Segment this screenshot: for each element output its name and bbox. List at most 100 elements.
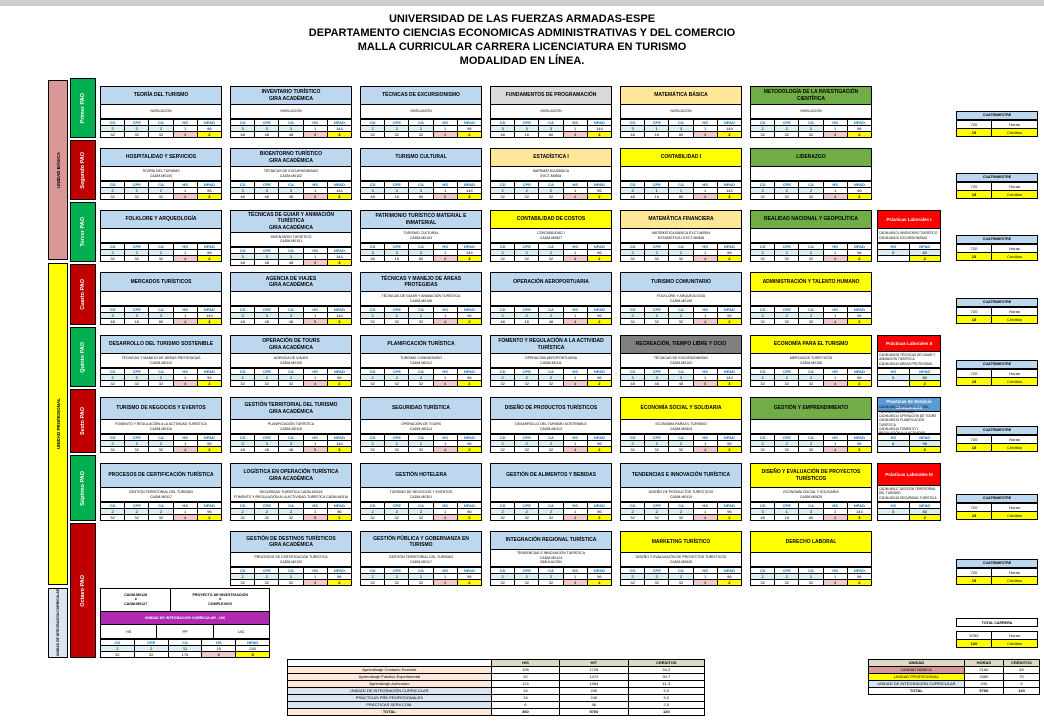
course-card[interactable]: CADM-M0634GESTIÓN Y EMPRENDIMIENTOCDCPEC… [749, 389, 873, 453]
practice-card[interactable]: CADM-E0103Practicas de Servicio Comunita… [877, 389, 941, 453]
course-card[interactable]: CADM-M0120PROCESOS DE CERTIFICACIÓN TURÍ… [99, 455, 223, 521]
course-card[interactable]: CADM-M0301TURISMO DE NEGOCIOS Y EVENTOSF… [99, 389, 223, 453]
course-card[interactable]: CADM-M0105FOLKLORE Y ARQUEOLOGÍA CDCPECAH… [99, 202, 223, 262]
unit-bar-2: UNIDAD DE INTEGRACIÓN CURRICULAR [48, 588, 68, 658]
uic-header-row: CADM-M0128 o CADM-M0127 PROYECTO DE INVES… [100, 588, 270, 612]
hours-cell: 2 [716, 579, 743, 586]
course-card[interactable]: CADM-M0110TÉCNICAS Y MANEJO DE ÁREAS PRO… [359, 264, 483, 325]
course-title: TURISMO CULTURAL [360, 148, 482, 167]
hours-cell: 32 [774, 318, 800, 325]
hours-cell: 5 [432, 193, 458, 200]
course-card[interactable]: CADM-M0602CONTABILIDAD DE COSTOSCONTABIL… [489, 202, 613, 262]
hours-value-row: 2 2 2 1 96 [229, 573, 353, 580]
course-card[interactable]: CADM-M0104TURISMO CULTURAL CDCPECAHSNPAD3… [359, 140, 483, 200]
cuatrimestre-title: CUATRIMESTRE [956, 360, 1038, 369]
course-card[interactable]: CADM-M0109AGENCIA DE VIAJES GIRA ACADÉMI… [229, 264, 353, 325]
course-card[interactable]: CADM-M0103HOSPITALIDAD Y SERVICIOSTEORÍA… [99, 140, 223, 200]
hours-cell: 8 [201, 651, 237, 658]
course-card[interactable]: CADM-M0607CONTABILIDAD I CDCPECAHSNPAD311… [619, 140, 743, 200]
course-card[interactable]: CADM-M0102TÉCNICAS DE EXCURSIONISMONIVEL… [359, 78, 483, 138]
practice-card[interactable]: CADM-E0100Prácticas Laborales ICADM-M010… [877, 202, 941, 262]
course-card[interactable]: EXCT-M0606MATEMÁTICA FINANCIERAMATEMÁTIC… [619, 202, 743, 262]
course-card[interactable]: CADM-M0129INTEGRACIÓN REGIONAL TURÍSTICA… [489, 523, 613, 586]
course-card[interactable]: COMP-M0505FUNDAMENTOS DE PROGRAMACIÓNNIV… [489, 78, 613, 138]
course-card[interactable]: CADM-M0624ECONOMÍA PARA EL TURISMOMERCAD… [749, 327, 873, 387]
course-card[interactable]: CADM-M0119DISEÑO DE PRODUCTOS TURÍSTICOS… [489, 389, 613, 453]
units-summary-label: TOTAL [868, 687, 965, 695]
course-title: MERCADOS TURÍSTICOS [100, 272, 222, 292]
hours-cell: 2 [716, 318, 743, 325]
course-code-row: CADM-M0111 [490, 264, 612, 280]
course-hours-table: CD CPE CA HS NPAD 2 2 2 1 96 32 32 32 4 2 [99, 119, 223, 138]
course-card[interactable]: CADM-M0107PATRIMONIO TURÍSTICO MATERIAL … [359, 202, 483, 262]
pao-label-text: Séptimo PAO [80, 470, 86, 506]
hours-value-row: 3 1 1 1 144 [619, 187, 743, 194]
course-card[interactable]: CADM-M0126GESTIÓN PÚBLICA Y GOBERNANZA E… [359, 523, 483, 586]
hours-cell: 48 [254, 131, 280, 138]
course-card[interactable]: ESGC-M0707REALIDAD NACIONAL Y GEOPOLÍTIC… [749, 202, 873, 262]
hours-cell: 32 [359, 318, 386, 325]
course-card[interactable]: CADM-M0108MERCADOS TURÍSTICOSCDCPECAHSNP… [99, 264, 223, 325]
uic-block[interactable]: CADM-M0128 o CADM-M0127 PROYECTO DE INVES… [100, 588, 270, 658]
course-title: ECONOMÍA PARA EL TURISMO [750, 335, 872, 354]
hours-value-row: 32 32 32 4 2 [749, 193, 873, 200]
course-card[interactable]: CADM-M0303BIOENTORNO TURÍSTICO GIRA ACAD… [229, 140, 353, 200]
course-prerequisite: NIVELACIÓN [750, 105, 872, 119]
hours-cell: 32 [359, 579, 386, 586]
hours-cell: 2 [846, 131, 873, 138]
course-card[interactable]: CADM-M0635DERECHO LABORALCDCPECAHSNPAD22… [749, 523, 873, 586]
course-card[interactable]: CADM-M0100TEORÍA DEL TURISMONIVELACIÓNCD… [99, 78, 223, 138]
hours-header-row: CD CPE CA HS NPAD [489, 567, 613, 574]
cuatrimestre-table: 720 Horas 15 Créditos [955, 435, 1038, 452]
hours-cell: 4 [822, 193, 848, 200]
practice-card[interactable]: CADM-E0101Prácticas Laborales IICADM-M01… [877, 327, 941, 387]
distribution-row: PRÁCTICAS SERV.COM. 6 96 2,0 [287, 701, 706, 709]
course-prerequisite [750, 229, 872, 243]
hours-cell: 48 [749, 514, 776, 521]
course-card[interactable]: CADM-M0124TENDENCIAS E INNOVACIÓN TURÍST… [619, 455, 743, 521]
course-hours-table: HS NPAD 5 80 2 [877, 243, 941, 262]
course-card[interactable]: EXCT-M0504MATEMÁTICA BÁSICANIVELACIÓNCDC… [619, 78, 743, 138]
hours-cell: 32 [619, 255, 646, 262]
course-card[interactable]: CADM-M0113DESARROLLO DEL TURISMO SOSTENI… [99, 327, 223, 387]
course-card[interactable]: ESGC-M0606LIDERAZGO CDCPECAHSNPAD22219632… [749, 140, 873, 200]
course-hours-table: CD CPE CA HS NPAD 2 2 2 1 96 32 32 32 4 2 [99, 368, 223, 387]
page-title: UNIVERSIDAD DE LAS FUERZAS ARMADAS-ESPE … [0, 12, 1044, 68]
course-card[interactable]: CADM-M0121LOGÍSTICA EN OPERACIÓN TURÍSTI… [229, 455, 353, 521]
hours-cell: 48 [538, 318, 564, 325]
practice-card[interactable]: CADM-E0102Prácticas Laborales IIICADM-M0… [877, 455, 941, 521]
hours-cell: 4 [692, 318, 718, 325]
course-card[interactable]: CADM-M0125GESTIÓN DE DESTINOS TURÍSTICOS… [229, 523, 353, 586]
course-card[interactable]: CADM-M0123GESTIÓN DE ALIMENTOS Y BEBIDAS… [489, 455, 613, 521]
course-card[interactable]: CADM-M0628DISEÑO Y EVALUACIÓN DE PROYECT… [749, 455, 873, 521]
course-card[interactable]: CADM-M0512METODOLOGÍA DE LA INVESTIGACIÓ… [749, 78, 873, 138]
uic-project-title: PROYECTO DE INVESTIGACIÓN o COMPLEXIVO [171, 588, 270, 612]
hours-cell: 2 [196, 380, 223, 387]
course-card[interactable]: CADM-M0625ECONOMÍA SOCIAL Y SOLIDARIAECO… [619, 389, 743, 453]
hours-cell: 48 [644, 380, 670, 387]
hours-value-row: 2 2 2 1 96 [749, 187, 873, 194]
hours-cell: 32 [359, 380, 386, 387]
hours-cell: 16 [644, 131, 670, 138]
hours-cell: 32 [774, 579, 800, 586]
course-card[interactable]: CHUM-M0601RECREACIÓN, TIEMPO LIBRE Y OCI… [619, 327, 743, 387]
hours-cell: 3 [716, 380, 743, 387]
course-hours-table: CD CPE CA HS NPAD 2 2 2 1 96 32 32 32 4 2 [359, 119, 483, 138]
course-code-row: CADM-M0104 [360, 140, 482, 156]
course-card[interactable]: CADM-M0111OPERACIÓN AEROPORTUARIACDCPECA… [489, 264, 613, 325]
hours-cell: 32 [489, 514, 516, 521]
course-card[interactable]: CADM-M0604ADMINISTRACIÓN Y TALENTO HUMAN… [749, 264, 873, 325]
hours-value-row: 48 48 48 5 3 [229, 193, 353, 200]
hours-header-row: HS NPAD [877, 368, 941, 375]
